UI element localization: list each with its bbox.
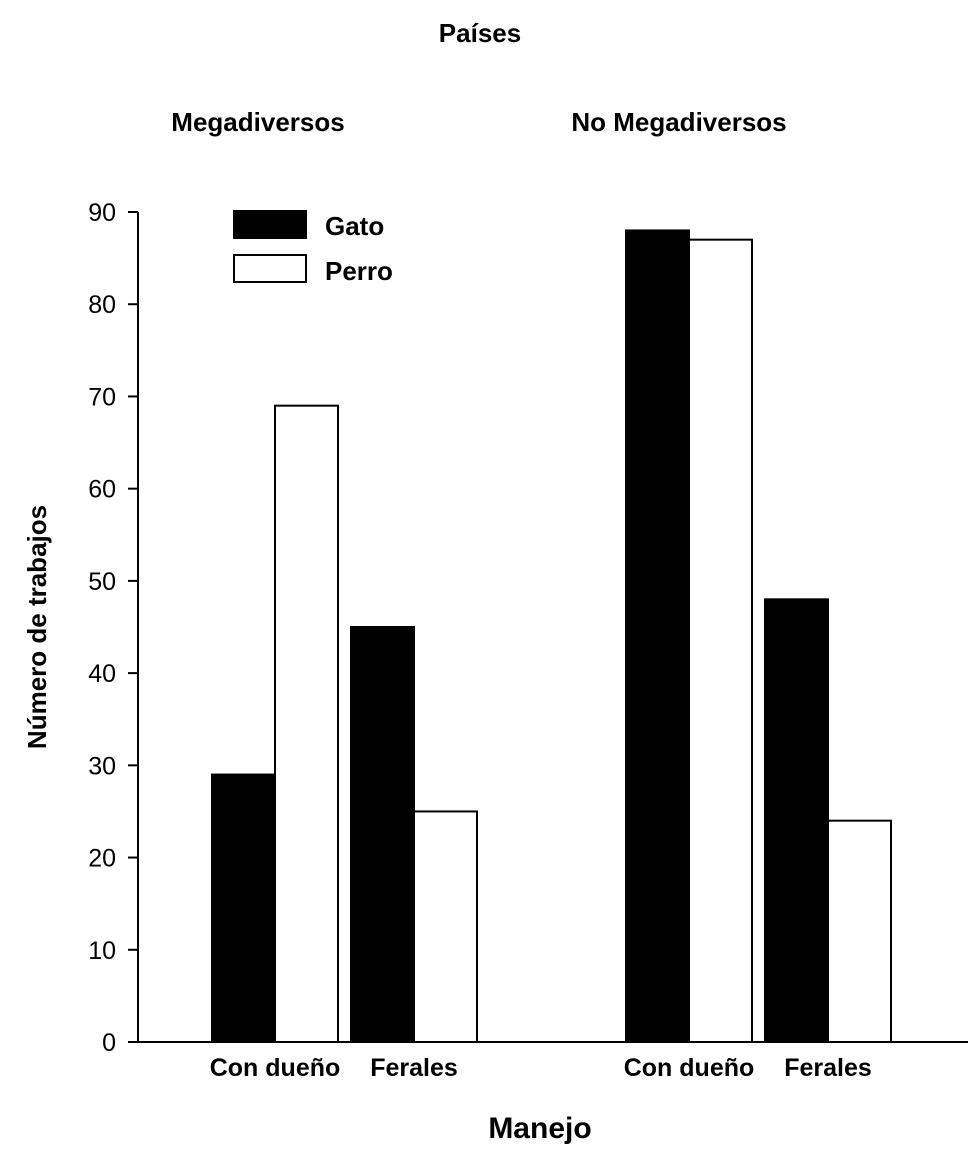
bar-perro-g1-c1 (827, 819, 892, 1044)
y-tick-label: 80 (88, 291, 116, 319)
bar-gato-g0-c1 (350, 626, 415, 1043)
y-tick-label: 70 (88, 383, 116, 411)
y-axis-ticks: 0 10 20 30 40 50 60 70 80 90 (88, 199, 138, 1057)
bar-gato-g1-c0 (625, 229, 690, 1043)
legend-label-perro: Perro (325, 256, 393, 286)
group-label-1: No Megadiversos (571, 107, 786, 137)
x-tick-label: Con dueño (210, 1054, 341, 1082)
x-axis-label: Manejo (488, 1112, 591, 1145)
legend-label-gato: Gato (325, 211, 384, 241)
y-tick-label: 30 (88, 752, 116, 780)
bar-perro-g0-c0 (274, 404, 339, 1043)
x-tick-label: Con dueño (624, 1054, 755, 1082)
legend-swatch-perro (233, 254, 307, 283)
bar-perro-g1-c0 (688, 238, 753, 1043)
y-tick-label: 90 (88, 199, 116, 227)
y-axis-label: Número de trabajos (22, 505, 52, 749)
legend-swatch-gato (233, 210, 307, 239)
bars (211, 229, 892, 1044)
x-axis-labels: Con dueño Ferales Con dueño Ferales (210, 1054, 872, 1082)
bar-perro-g0-c1 (413, 810, 478, 1044)
y-tick-label: 10 (88, 937, 116, 965)
y-tick-label: 50 (88, 568, 116, 596)
x-tick-label: Ferales (784, 1054, 872, 1082)
chart-title: Países (439, 18, 521, 48)
y-tick-label: 40 (88, 660, 116, 688)
group-label-0: Megadiversos (171, 107, 344, 137)
y-tick-label: 0 (102, 1029, 116, 1057)
bar-gato-g0-c0 (211, 773, 276, 1043)
bar-gato-g1-c1 (764, 598, 829, 1043)
legend: Gato Perro (233, 210, 393, 286)
y-tick-label: 20 (88, 845, 116, 873)
y-tick-label: 60 (88, 476, 116, 504)
x-tick-label: Ferales (370, 1054, 458, 1082)
